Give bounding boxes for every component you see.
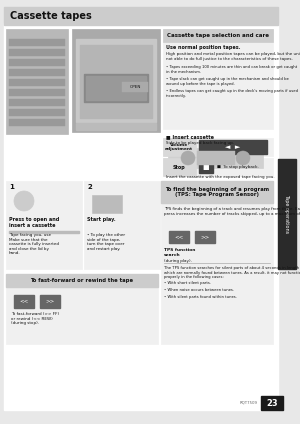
Bar bbox=[163, 138, 196, 156]
Bar bbox=[163, 158, 196, 176]
Bar bbox=[76, 39, 156, 122]
Text: Cassette tape selection and care: Cassette tape selection and care bbox=[167, 33, 269, 38]
Bar bbox=[9, 119, 65, 126]
Bar bbox=[261, 396, 283, 410]
Bar bbox=[86, 76, 146, 100]
Text: Side to be played back facing up.: Side to be played back facing up. bbox=[166, 141, 234, 145]
Bar bbox=[9, 109, 65, 116]
Bar bbox=[169, 231, 189, 243]
Bar bbox=[163, 29, 273, 42]
Bar bbox=[84, 181, 160, 269]
Text: Press to open and
insert a cassette: Press to open and insert a cassette bbox=[9, 217, 59, 228]
Bar bbox=[9, 89, 65, 96]
Text: ■: ■ bbox=[203, 164, 209, 170]
Text: RQT7509: RQT7509 bbox=[240, 401, 258, 405]
Text: Use normal position tapes.: Use normal position tapes. bbox=[166, 45, 241, 50]
Bar bbox=[40, 295, 60, 308]
Bar bbox=[195, 231, 215, 243]
Text: TPS function
search: TPS function search bbox=[164, 248, 195, 257]
Bar bbox=[6, 274, 158, 344]
Text: ■  To stop playback.: ■ To stop playback. bbox=[217, 165, 259, 169]
Text: • Tapes exceeding 100 minutes are thin and can break or get caught
in the mechan: • Tapes exceeding 100 minutes are thin a… bbox=[166, 65, 297, 74]
Bar bbox=[9, 79, 65, 86]
Bar bbox=[72, 29, 160, 132]
Text: To fast-forward (>> FF)
or rewind (<< REW)
(during stop).: To fast-forward (>> FF) or rewind (<< RE… bbox=[11, 312, 59, 325]
Bar bbox=[168, 148, 263, 168]
Text: Volume
adjustment: Volume adjustment bbox=[165, 143, 193, 151]
Bar bbox=[76, 123, 156, 130]
Text: (during play).: (during play). bbox=[164, 259, 192, 263]
Text: 1: 1 bbox=[9, 184, 14, 190]
Text: • Tape slack can get caught up in the mechanism and should be
wound up before th: • Tape slack can get caught up in the me… bbox=[166, 77, 289, 86]
Bar bbox=[9, 39, 65, 46]
Text: To fast-forward or rewind the tape: To fast-forward or rewind the tape bbox=[30, 278, 134, 283]
Bar bbox=[161, 181, 273, 203]
Text: Start play.: Start play. bbox=[87, 217, 116, 222]
Bar bbox=[197, 151, 235, 165]
Bar bbox=[6, 181, 82, 269]
Text: <<: << bbox=[174, 234, 184, 240]
Text: • Endless tapes can get caught up in the deck's moving parts if used
incorrectly: • Endless tapes can get caught up in the… bbox=[166, 89, 298, 98]
Text: TPS finds the beginning of a track and resumes play from there. Each
press incre: TPS finds the beginning of a track and r… bbox=[164, 207, 300, 215]
Text: Cassette tapes: Cassette tapes bbox=[10, 11, 92, 21]
Text: • To play the other
side of the tape,
turn the tape over
and restart play.: • To play the other side of the tape, tu… bbox=[87, 233, 125, 251]
Bar bbox=[278, 159, 296, 269]
Text: ■ Insert cassette: ■ Insert cassette bbox=[166, 134, 214, 139]
Bar bbox=[199, 140, 267, 154]
Text: The TPS function searches for silent parts of about 4 seconds in length
which ar: The TPS function searches for silent par… bbox=[164, 266, 300, 279]
Bar bbox=[92, 195, 122, 213]
Circle shape bbox=[181, 151, 195, 165]
Bar bbox=[199, 161, 213, 173]
Bar bbox=[9, 99, 65, 106]
Text: >>: >> bbox=[45, 298, 55, 304]
Text: To find the beginning of a program
(TPS: Tape Program Sensor): To find the beginning of a program (TPS:… bbox=[165, 187, 269, 198]
Text: >>: >> bbox=[200, 234, 210, 240]
Text: Insert the cassette with the exposed tape facing you.: Insert the cassette with the exposed tap… bbox=[166, 175, 274, 179]
Text: <<: << bbox=[20, 298, 28, 304]
Text: • When noise occurs between tunes.: • When noise occurs between tunes. bbox=[164, 288, 234, 292]
Text: OPEN: OPEN bbox=[129, 85, 141, 89]
Bar bbox=[9, 59, 65, 66]
Bar bbox=[161, 181, 273, 344]
Text: 23: 23 bbox=[266, 399, 278, 407]
Bar bbox=[163, 158, 273, 176]
Bar bbox=[163, 138, 273, 156]
Bar bbox=[6, 29, 68, 134]
Bar bbox=[84, 74, 148, 102]
Bar bbox=[80, 45, 152, 118]
Bar bbox=[122, 82, 148, 92]
Bar bbox=[9, 231, 79, 233]
Text: Tape facing you, use
Make sure that the
cassette is fully inserted
and close the: Tape facing you, use Make sure that the … bbox=[9, 233, 59, 255]
Bar bbox=[14, 295, 34, 308]
Bar bbox=[9, 49, 65, 56]
Text: • With silent parts found within tunes.: • With silent parts found within tunes. bbox=[164, 295, 237, 299]
Bar bbox=[163, 29, 273, 129]
Circle shape bbox=[236, 151, 250, 165]
Bar bbox=[9, 69, 65, 76]
Text: ◄  ►: ◄ ► bbox=[225, 144, 241, 150]
Text: • With short silent parts.: • With short silent parts. bbox=[164, 281, 211, 285]
Text: 2: 2 bbox=[87, 184, 92, 190]
Circle shape bbox=[14, 191, 34, 211]
Bar bbox=[4, 7, 278, 25]
Text: Stop: Stop bbox=[172, 165, 185, 170]
Text: High position and metal position tapes can be played, but the unit is
not able t: High position and metal position tapes c… bbox=[166, 52, 300, 61]
Bar bbox=[6, 274, 158, 287]
Text: Tape operations: Tape operations bbox=[284, 195, 290, 234]
